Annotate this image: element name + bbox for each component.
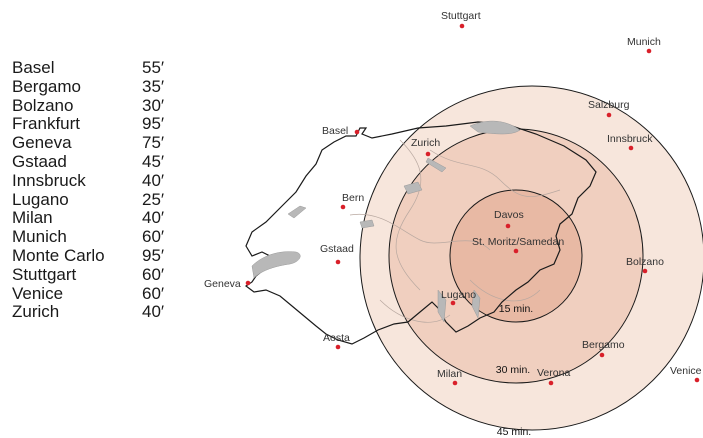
flight-duration: 95′	[142, 245, 165, 265]
marker-bern	[340, 204, 346, 210]
city-markers	[245, 23, 700, 386]
marker-munich	[646, 48, 652, 54]
flight-time-row: Basel 55′	[12, 58, 182, 78]
label-munich: Munich	[627, 36, 661, 48]
destination-name: Venice	[12, 283, 64, 303]
label-davos: Davos	[494, 209, 524, 221]
flight-time-row: Milan 40′	[12, 209, 182, 228]
marker-gstaad	[335, 259, 341, 265]
flight-duration: 55′	[142, 58, 165, 77]
marker-innsbruck	[628, 145, 634, 151]
destination-name: Stuttgart	[12, 264, 77, 284]
marker-milan	[452, 380, 458, 386]
marker-aosta	[335, 344, 341, 350]
lake-maggiore	[437, 289, 447, 323]
destination-name: Lugano	[12, 189, 69, 209]
ring-label-15: 15 min.	[499, 303, 533, 315]
marker-basel	[354, 129, 360, 135]
flight-time-row: Monte Carlo 95′	[12, 245, 182, 266]
label-zurich: Zurich	[411, 137, 440, 149]
destination-name: Bergamo	[12, 76, 81, 96]
marker-davos	[505, 223, 511, 229]
destination-name: Munich	[12, 227, 67, 247]
flight-duration: 40′	[142, 208, 165, 228]
lake-geneva	[251, 251, 301, 279]
label-verona: Verona	[537, 367, 570, 379]
ring-15-min	[449, 189, 583, 323]
destination-name: Geneva	[12, 133, 72, 153]
flight-time-row: Frankfurt 95′	[12, 115, 182, 134]
marker-stuttgart	[459, 23, 465, 29]
flight-time-row: Venice 60′	[12, 283, 182, 304]
lake-como	[471, 289, 481, 319]
destination-name: Zurich	[12, 302, 60, 322]
ring-label-45: 45 min.	[497, 426, 531, 438]
flight-duration: 60′	[142, 264, 165, 284]
marker-verona	[548, 380, 554, 386]
lake-lucerne	[403, 181, 423, 195]
flight-time-row: Munich 60′	[12, 227, 182, 247]
flight-duration: 95′	[142, 114, 165, 134]
destination-name: Milan	[12, 208, 53, 228]
label-salzburg: Salzburg	[588, 99, 630, 111]
flight-time-row: Gstaad 45′	[12, 151, 182, 172]
label-bergamo: Bergamo	[582, 339, 625, 351]
label-geneva: Geneva	[204, 278, 241, 290]
lake-neuchatel	[287, 205, 307, 219]
flight-duration: 45′	[142, 151, 165, 171]
flight-time-row: Geneva 75′	[12, 133, 182, 153]
destination-name: Monte Carlo	[12, 245, 105, 265]
marker-bergamo	[599, 352, 605, 358]
lake-constance	[469, 120, 521, 135]
flight-time-table: Basel 55′ Bergamo 35′ Bolzano 30′ Frankfurt 95′…	[12, 58, 182, 322]
destination-name: Innsbruck	[12, 170, 86, 190]
flight-time-row: Bergamo 35′	[12, 76, 182, 97]
label-lugano: Lugano	[441, 289, 476, 301]
label-bolzano: Bolzano	[626, 256, 664, 268]
destination-name: Bolzano	[12, 95, 74, 115]
marker-zurich	[425, 151, 431, 157]
label-aosta: Aosta	[323, 332, 350, 344]
city-labels: Stuttgart Munich Salzburg Innsbruck Base…	[204, 10, 702, 380]
flight-duration: 40′	[142, 170, 165, 190]
flight-time-row: Innsbruck 40′	[12, 170, 182, 191]
ring-label-30: 30 min.	[496, 364, 530, 376]
flight-time-row: Bolzano 30′	[12, 95, 182, 116]
flight-time-row: Lugano 25′	[12, 189, 182, 210]
flight-duration: 40′	[142, 302, 165, 322]
label-innsbruck: Innsbruck	[607, 133, 653, 145]
lake-zurich	[425, 157, 447, 173]
label-milan: Milan	[437, 368, 462, 380]
lakes	[251, 120, 521, 323]
destination-name: Frankfurt	[12, 114, 81, 134]
flight-duration: 25′	[142, 189, 165, 209]
destination-name: Basel	[12, 58, 55, 77]
marker-bolzano	[642, 268, 648, 274]
marker-lugano	[450, 300, 456, 306]
flight-duration: 60′	[142, 283, 165, 303]
marker-salzburg	[606, 112, 612, 118]
flight-duration: 75′	[142, 133, 165, 153]
marker-venice	[694, 377, 700, 383]
marker-geneva	[245, 280, 251, 286]
flight-time-row: Stuttgart 60′	[12, 264, 182, 285]
label-st-moritz: St. Moritz/Samedan	[472, 236, 564, 248]
label-basel: Basel	[322, 125, 348, 137]
label-venice: Venice	[670, 365, 702, 377]
flight-duration: 30′	[142, 95, 165, 115]
flight-duration: 60′	[142, 227, 165, 247]
label-gstaad: Gstaad	[320, 243, 354, 255]
flight-time-row: Zurich 40′	[12, 303, 182, 322]
lake-thun	[359, 219, 375, 229]
destination-name: Gstaad	[12, 151, 67, 171]
label-stuttgart: Stuttgart	[441, 10, 481, 22]
marker-st-moritz	[513, 248, 519, 254]
flight-duration: 35′	[142, 76, 165, 96]
label-bern: Bern	[342, 192, 364, 204]
switzerland-border	[244, 121, 597, 345]
